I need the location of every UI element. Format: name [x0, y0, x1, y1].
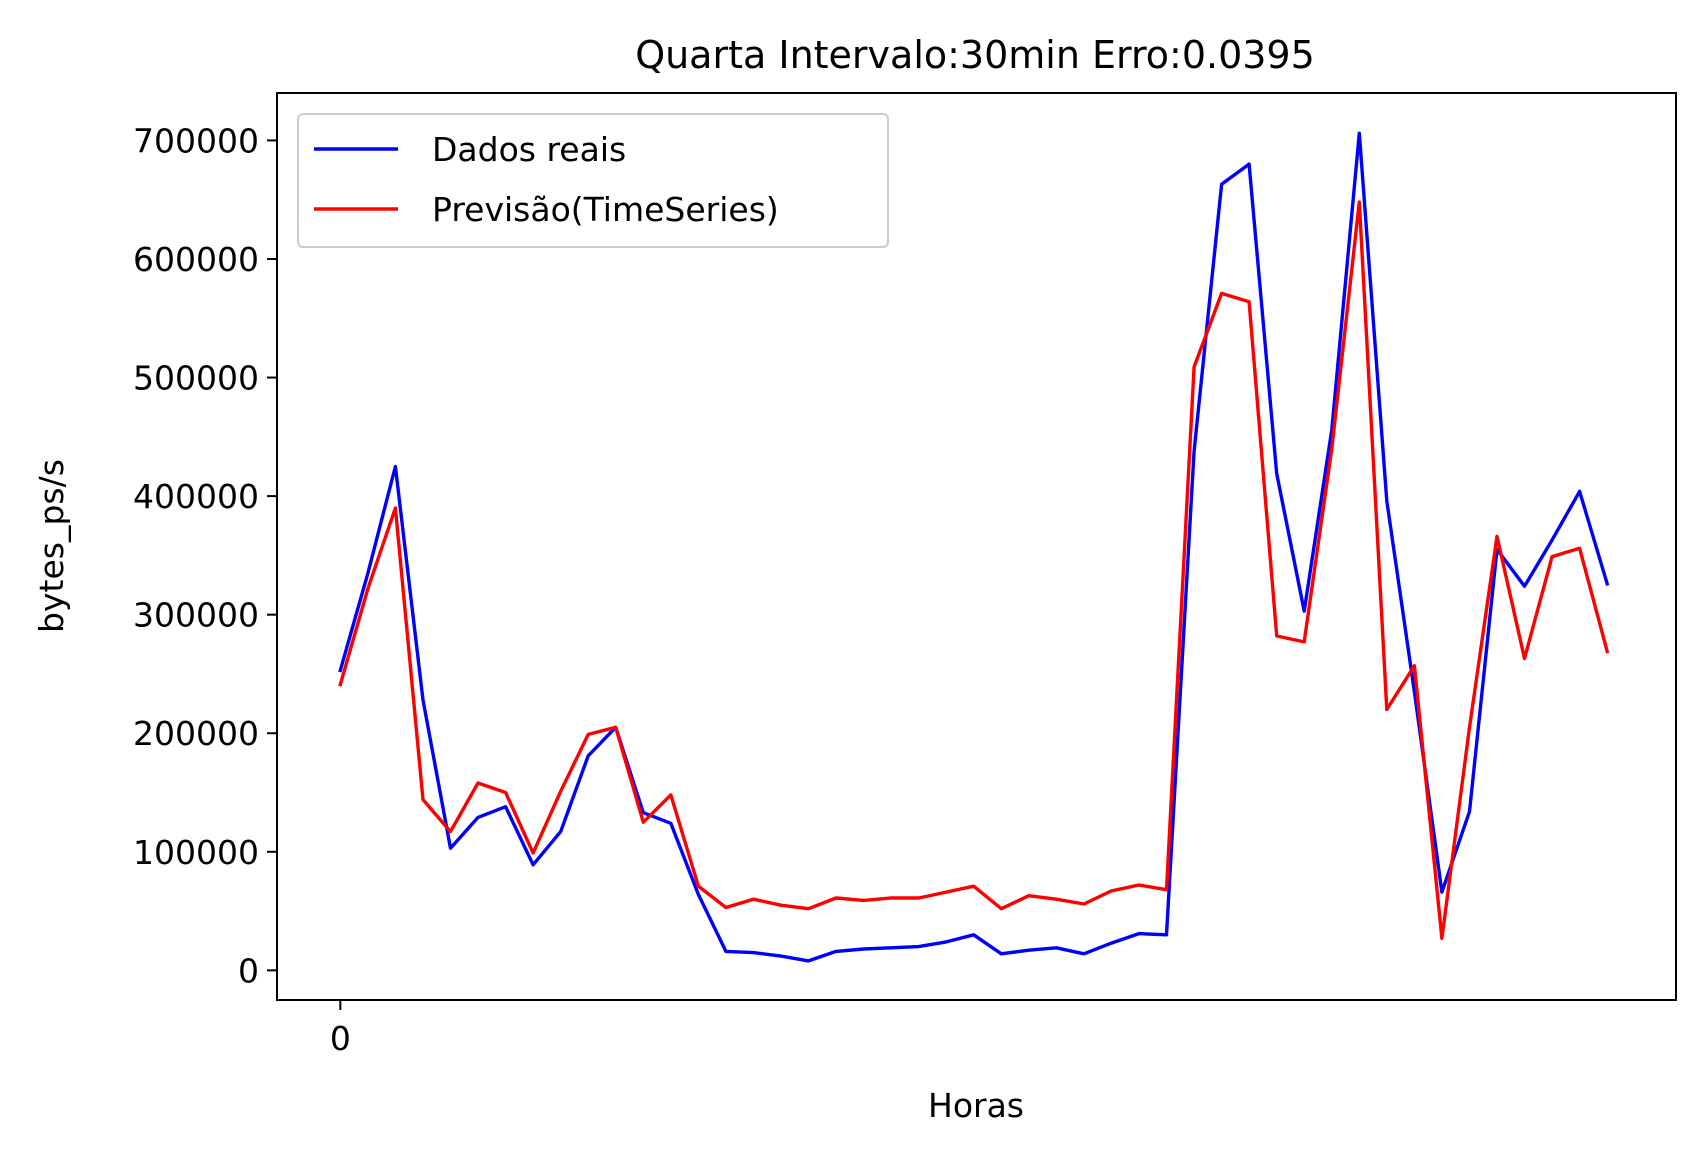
- legend-label: Dados reais: [432, 130, 626, 169]
- y-tick-label: 100000: [133, 833, 259, 872]
- y-tick-label: 200000: [133, 714, 259, 753]
- plot-frame: [276, 92, 1677, 1001]
- x-axis-label: Horas: [928, 1086, 1024, 1125]
- legend: Dados reais Previsão(TimeSeries): [297, 113, 889, 248]
- series-line-dados-reais: [338, 131, 1610, 963]
- y-tick-label: 0: [238, 951, 259, 990]
- legend-box: [297, 113, 889, 248]
- chart-title: Quarta Intervalo:30min Erro:0.0395: [635, 33, 1315, 77]
- y-axis-label: bytes_ps/s: [32, 459, 71, 633]
- y-tick-label: 500000: [133, 359, 259, 398]
- y-tick-label: 400000: [133, 477, 259, 516]
- y-tick-label: 700000: [133, 121, 259, 160]
- plot-area: [267, 131, 1610, 1010]
- legend-label: Previsão(TimeSeries): [432, 190, 779, 229]
- series-line-previsao: [338, 200, 1610, 940]
- x-tick-label: 0: [330, 1019, 351, 1058]
- y-tick-label: 300000: [133, 596, 259, 635]
- y-tick-label: 600000: [133, 240, 259, 279]
